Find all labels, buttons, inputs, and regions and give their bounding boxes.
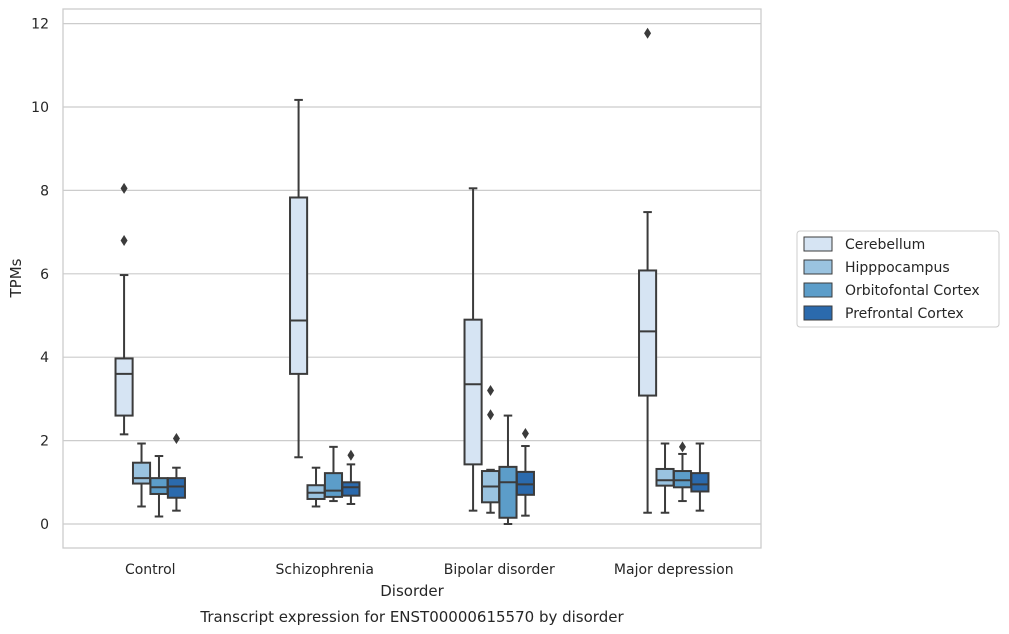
x-tick-label: Control [125, 562, 176, 578]
legend: Cerebellum Hipppocampus Orbitofontal Corte… [796, 230, 1000, 328]
box-body [690, 472, 710, 493]
box-1-2 [323, 445, 344, 503]
box-body [131, 461, 152, 485]
box-body [114, 357, 134, 417]
legend-label: Cerebellum [845, 237, 925, 253]
boxes [114, 27, 710, 525]
box-0-2 [149, 455, 169, 518]
outlier-marker [347, 449, 355, 461]
outlier-marker [487, 385, 495, 397]
y-tick-label: 10 [31, 100, 49, 116]
y-tick-label: 0 [40, 517, 49, 533]
outlier-marker [487, 409, 495, 421]
outlier-marker [521, 428, 529, 440]
y-axis-label: TPMs [7, 258, 25, 298]
outlier-marker [172, 433, 180, 445]
box-2-3 [515, 428, 535, 517]
legend-items: Cerebellum Hipppocampus Orbitofontal Corte… [803, 236, 980, 322]
box-0-0 [114, 182, 134, 436]
box-body [655, 467, 675, 487]
box-body [463, 318, 483, 466]
box-3-3 [690, 442, 710, 512]
legend-swatch [803, 236, 833, 252]
box-body [638, 269, 658, 397]
box-2-1 [480, 385, 501, 514]
outlier-marker [120, 182, 128, 194]
legend-swatch [803, 282, 833, 298]
box-2-0 [463, 187, 483, 512]
box-body [672, 470, 693, 489]
box-body [341, 481, 361, 497]
box-3-0 [638, 27, 658, 514]
x-tick-label: Major depression [614, 562, 734, 578]
box-0-3 [166, 433, 186, 512]
box-1-0 [289, 98, 309, 459]
box-2-2 [498, 414, 518, 525]
box-body [323, 472, 344, 498]
x-axis-label: Disorder [380, 582, 444, 600]
legend-label: Prefrontal Cortex [845, 306, 964, 322]
box-body [166, 477, 186, 499]
box-body [498, 465, 518, 519]
legend-label: Hipppocampus [845, 260, 950, 276]
legend-swatch [803, 305, 833, 321]
y-axis-ticks: 0 2 4 6 8 10 12 [31, 17, 49, 533]
chart-caption: Transcript expression for ENST0000061557… [199, 608, 624, 626]
box-body [149, 477, 169, 495]
x-tick-label: Schizophrenia [276, 562, 374, 578]
box-body [289, 196, 309, 375]
plot-area-frame [62, 8, 762, 549]
outlier-marker [678, 441, 686, 453]
x-axis-ticks: Control Schizophrenia Bipolar disorder Majo… [125, 562, 734, 578]
x-tick-label: Bipolar disorder [444, 562, 555, 578]
box-3-2 [672, 441, 693, 503]
box-body [515, 470, 535, 496]
y-tick-label: 6 [40, 267, 49, 283]
box-1-1 [306, 466, 326, 508]
box-1-3 [341, 449, 361, 505]
y-tick-label: 4 [40, 350, 49, 366]
legend-label: Orbitofontal Cortex [845, 283, 980, 299]
legend-frame [796, 230, 1000, 328]
outlier-marker [644, 27, 652, 39]
y-tick-label: 12 [31, 17, 49, 33]
outlier-marker [120, 234, 128, 246]
box-0-1 [131, 442, 152, 508]
legend-swatch [803, 259, 833, 275]
box-3-1 [655, 442, 675, 514]
grid-lines [63, 23, 761, 525]
y-tick-label: 8 [40, 183, 49, 199]
y-tick-label: 2 [40, 434, 49, 450]
